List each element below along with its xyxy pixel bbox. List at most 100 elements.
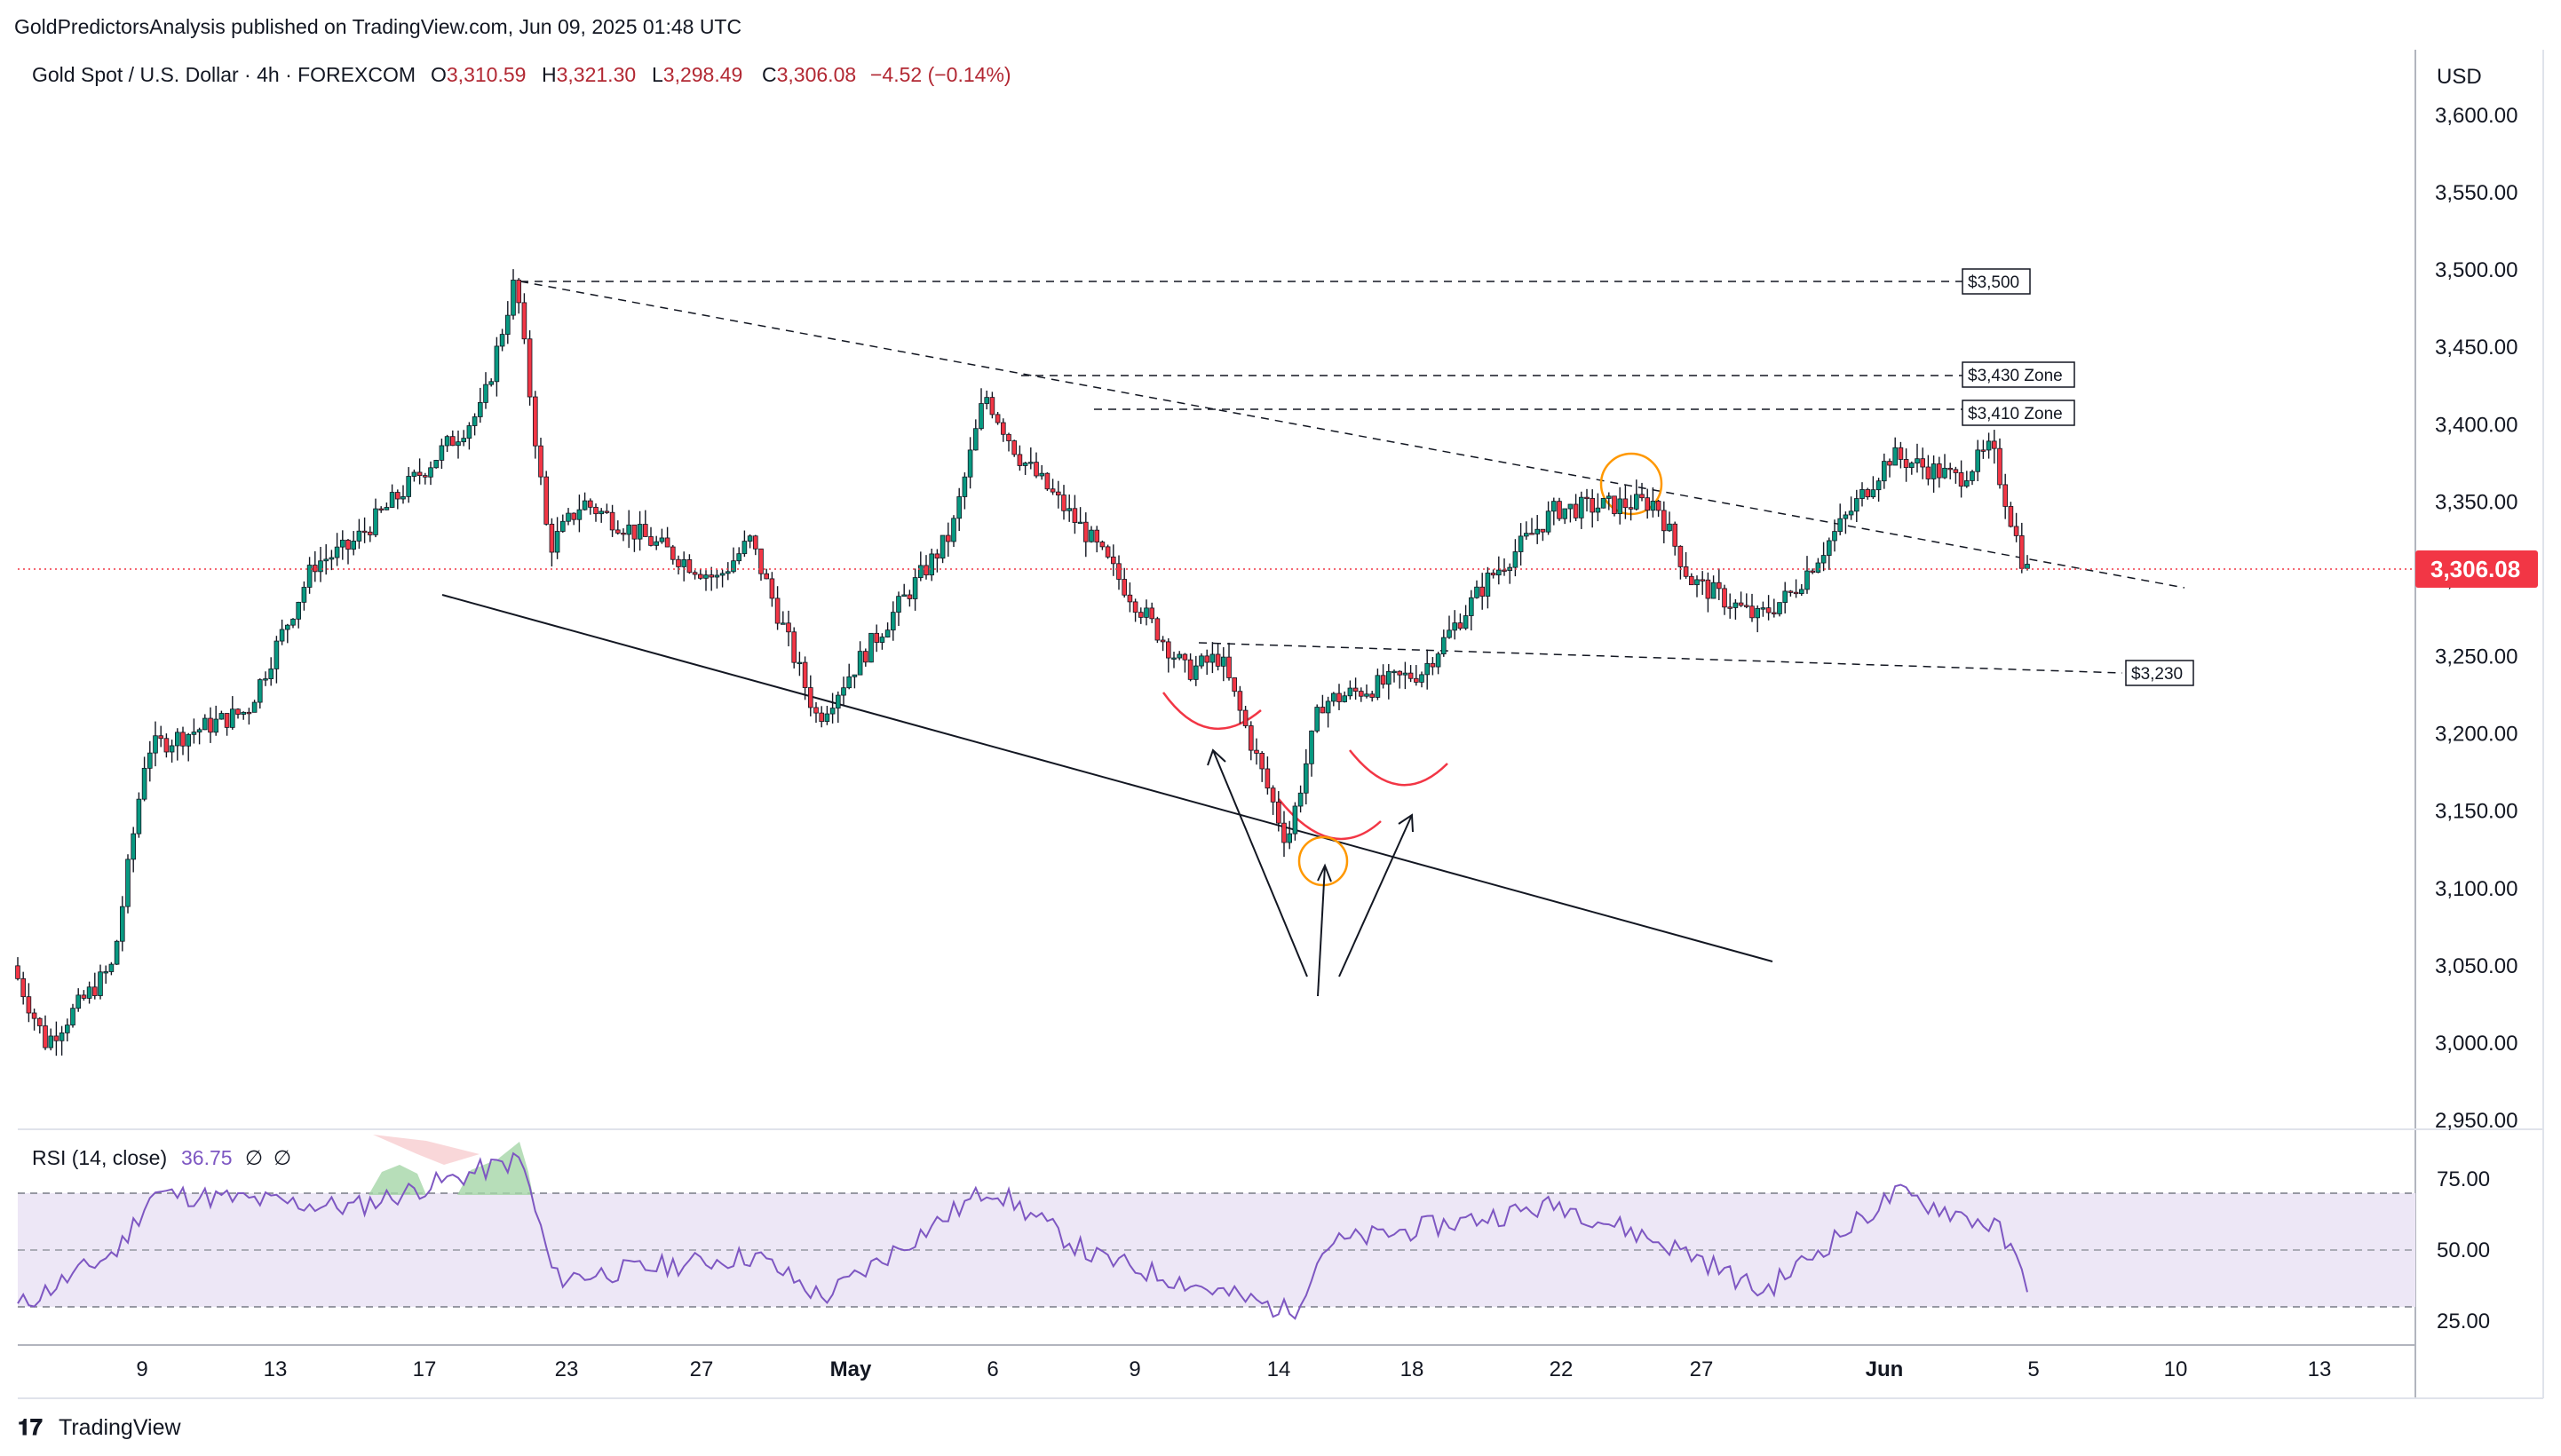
candle-body xyxy=(235,708,241,715)
candle-body xyxy=(1496,569,1502,576)
candle-body xyxy=(1077,521,1083,525)
svg-text:𝟏𝟕: 𝟏𝟕 xyxy=(18,1415,43,1440)
candle-body xyxy=(786,622,791,633)
candle-body xyxy=(901,594,907,597)
candle-body xyxy=(1942,467,1947,479)
ohlc-close: C3,306.08 xyxy=(762,63,856,86)
candle-body xyxy=(2018,534,2025,569)
candle-body xyxy=(1898,447,1904,460)
candle-body xyxy=(1369,693,1376,698)
candle-body xyxy=(1177,653,1183,659)
tradingview-logo: 𝟏𝟕 xyxy=(18,1415,43,1440)
price-tick-label: 3,200.00 xyxy=(2435,723,2517,747)
candle-body xyxy=(1639,494,1645,499)
symbol-line: Gold Spot / U.S. Dollar · 4h · FOREXCOM xyxy=(32,63,416,86)
candle-body xyxy=(1407,672,1414,679)
rsi-extra-2: ∅ xyxy=(274,1146,291,1169)
candle-body xyxy=(1359,691,1364,697)
candle-body xyxy=(163,738,170,753)
candle-body xyxy=(1111,556,1116,565)
candle-body xyxy=(543,476,549,525)
candle-body xyxy=(65,1025,70,1033)
candle-body xyxy=(499,334,505,347)
candle-body xyxy=(1815,562,1821,574)
candle-body xyxy=(1006,433,1011,441)
candle-body xyxy=(1204,655,1210,663)
candle-body xyxy=(461,438,466,443)
candle-body xyxy=(81,994,87,999)
candle-body xyxy=(1309,730,1314,764)
candle-body xyxy=(1297,792,1304,807)
candle-body xyxy=(241,711,246,715)
candle-body xyxy=(1628,507,1634,510)
candle-body xyxy=(1430,662,1436,668)
candle-body xyxy=(1138,612,1144,618)
candle-body xyxy=(1402,672,1408,676)
candle-body xyxy=(934,553,940,559)
candle-body xyxy=(582,500,588,510)
candle-body xyxy=(1441,637,1447,654)
candle-body xyxy=(131,833,137,860)
candle-body xyxy=(1209,653,1216,663)
candle-body xyxy=(1579,496,1584,518)
candle-body xyxy=(1606,495,1612,499)
candle-body xyxy=(615,529,621,534)
candle-body xyxy=(1859,489,1865,499)
candle-body xyxy=(229,708,235,728)
candle-body xyxy=(599,510,604,515)
candle-body xyxy=(1039,472,1045,477)
time-tick-label: May xyxy=(830,1357,872,1381)
candle-body xyxy=(224,713,230,728)
candle-body xyxy=(736,553,741,562)
candle-body xyxy=(1672,523,1678,547)
candle-body xyxy=(956,496,963,519)
candle-body xyxy=(1617,498,1623,515)
candle-body xyxy=(449,436,456,447)
price-tick-label: 3,400.00 xyxy=(2435,413,2517,437)
candle-body xyxy=(1424,662,1431,676)
ohlc-change: −4.52 (−0.14%) xyxy=(870,63,1011,86)
candle-body xyxy=(609,511,615,531)
candle-body xyxy=(912,577,918,599)
rsi-tick-label: 50.00 xyxy=(2437,1238,2490,1262)
candlesticks xyxy=(15,269,2030,1056)
candle-body xyxy=(505,314,511,335)
candle-body xyxy=(1573,503,1579,518)
candle-body xyxy=(1479,586,1486,597)
price-tick-label: 2,950.00 xyxy=(2435,1109,2517,1133)
candle-body xyxy=(103,971,109,974)
candle-body xyxy=(1908,463,1915,469)
candle-body xyxy=(1116,563,1122,580)
time-tick-label: 23 xyxy=(555,1357,579,1381)
candle-body xyxy=(1215,653,1221,667)
candle-body xyxy=(1199,655,1204,667)
candle-body xyxy=(769,578,775,599)
candle-body xyxy=(604,510,610,513)
candle-body xyxy=(846,676,852,689)
candle-body xyxy=(339,539,345,548)
candle-body xyxy=(924,565,929,576)
price-tick-label: 3,550.00 xyxy=(2435,181,2517,205)
candle-body xyxy=(984,397,990,404)
candle-body xyxy=(516,280,521,304)
candle-body xyxy=(698,574,703,579)
candle-body xyxy=(43,1025,48,1048)
candle-body xyxy=(1352,687,1359,692)
svg-text:3,306.08: 3,306.08 xyxy=(2430,556,2520,582)
rsi-value: 36.75 xyxy=(181,1146,233,1169)
footer-brand: TradingView xyxy=(59,1415,182,1440)
price-tick-label: 3,600.00 xyxy=(2435,104,2517,128)
candle-body xyxy=(202,717,208,731)
candle-body xyxy=(1986,440,1992,451)
candle-body xyxy=(1875,480,1882,491)
candle-body xyxy=(1149,607,1155,620)
candle-body xyxy=(527,338,533,398)
candle-body xyxy=(2008,506,2014,527)
candle-body xyxy=(719,573,725,576)
candle-body xyxy=(1887,461,1892,466)
candle-body xyxy=(384,507,390,510)
descending-resistance-line xyxy=(519,281,2185,589)
candle-body xyxy=(48,1035,53,1048)
candle-body xyxy=(1457,622,1463,629)
candle-body xyxy=(1777,602,1782,614)
